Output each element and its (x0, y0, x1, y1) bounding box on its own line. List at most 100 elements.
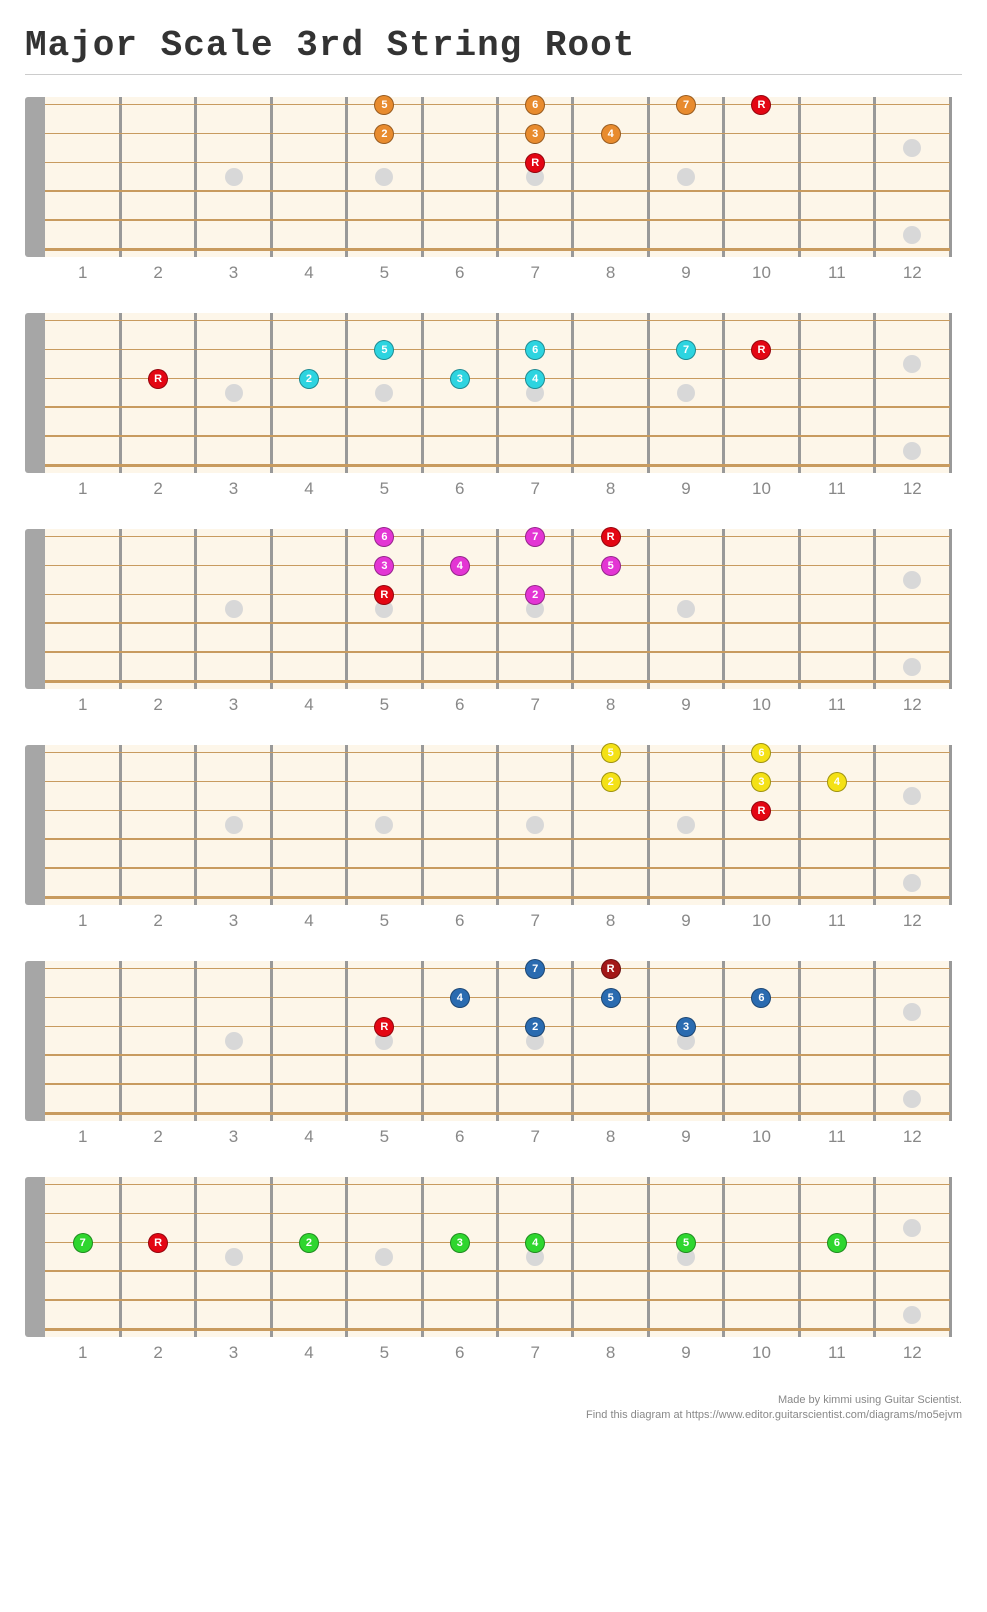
fret-wire (571, 529, 574, 689)
fret-wire (194, 745, 197, 905)
fret-wire (571, 313, 574, 473)
fret-wire (345, 313, 348, 473)
inlay-dot (225, 816, 243, 834)
fret-wire (345, 745, 348, 905)
fret-number: 6 (455, 911, 464, 931)
note-marker: R (148, 369, 168, 389)
fret-wire (119, 97, 122, 257)
fret-wire (119, 1177, 122, 1337)
note-marker: R (374, 585, 394, 605)
note-marker: 7 (73, 1233, 93, 1253)
fret-number: 5 (380, 1127, 389, 1147)
inlay-dot (677, 384, 695, 402)
fret-number: 12 (903, 911, 922, 931)
fret-wire (949, 1177, 952, 1337)
fretboard: R234567R (25, 961, 950, 1121)
fret-wire (798, 1177, 801, 1337)
fret-number-row: 123456789101112 (25, 257, 962, 283)
note-marker: 4 (450, 988, 470, 1008)
fret-wire (722, 529, 725, 689)
fret-wire (949, 529, 952, 689)
inlay-dot (677, 816, 695, 834)
fretboard: R23456 (25, 745, 950, 905)
note-marker: 5 (374, 340, 394, 360)
page-title: Major Scale 3rd String Root (25, 25, 962, 66)
fret-wire (194, 961, 197, 1121)
note-marker: 3 (525, 124, 545, 144)
fret-wire (194, 1177, 197, 1337)
inlay-dot (903, 1090, 921, 1108)
string-line (45, 349, 950, 351)
fret-number: 10 (752, 695, 771, 715)
fret-wire (722, 313, 725, 473)
fret-wire (798, 529, 801, 689)
string-line (45, 536, 950, 537)
fret-wire (571, 1177, 574, 1337)
note-marker: 6 (751, 988, 771, 1008)
fretboard: R234567R (25, 529, 950, 689)
fret-number: 11 (828, 263, 846, 283)
fret-wire (647, 961, 650, 1121)
fret-number: 3 (229, 911, 238, 931)
fret-number-row: 123456789101112 (25, 473, 962, 499)
fret-wire (873, 1177, 876, 1337)
note-marker: 5 (601, 743, 621, 763)
nut (25, 961, 45, 1121)
fret-wire (722, 745, 725, 905)
diagram-1: R234567R123456789101112 (25, 97, 962, 283)
note-marker: 5 (601, 988, 621, 1008)
footer-link: Find this diagram at https://www.editor.… (25, 1408, 962, 1423)
string-line (45, 406, 950, 408)
fret-number: 10 (752, 911, 771, 931)
nut (25, 745, 45, 905)
fret-wire (722, 97, 725, 257)
fret-number: 11 (828, 1343, 846, 1363)
fret-number: 10 (752, 263, 771, 283)
fret-number: 4 (304, 911, 313, 931)
fret-wire (194, 529, 197, 689)
fret-wire (949, 745, 952, 905)
string-line (45, 968, 950, 969)
fret-number: 2 (153, 695, 162, 715)
fret-wire (270, 1177, 273, 1337)
diagram-2: R234567R123456789101112 (25, 313, 962, 499)
nut (25, 97, 45, 257)
fret-number: 6 (455, 479, 464, 499)
inlay-dot (903, 874, 921, 892)
string-line (45, 1026, 950, 1028)
fret-wire (270, 313, 273, 473)
fret-wire (647, 313, 650, 473)
note-marker: 4 (601, 124, 621, 144)
fret-wire (873, 97, 876, 257)
string-line (45, 565, 950, 567)
fret-wire (345, 529, 348, 689)
inlay-dot (903, 442, 921, 460)
fret-number: 5 (380, 263, 389, 283)
fret-wire (949, 97, 952, 257)
fret-number: 5 (380, 695, 389, 715)
fret-wire (873, 961, 876, 1121)
fret-wire (798, 961, 801, 1121)
fret-number: 8 (606, 911, 615, 931)
fret-number: 6 (455, 695, 464, 715)
fret-wire (496, 745, 499, 905)
string-line (45, 781, 950, 783)
string-line (45, 248, 950, 251)
fret-number: 11 (828, 695, 846, 715)
fret-wire (873, 529, 876, 689)
string-line (45, 162, 950, 164)
note-marker: 4 (827, 772, 847, 792)
note-marker: 4 (450, 556, 470, 576)
fret-number: 5 (380, 1343, 389, 1363)
inlay-dot (677, 168, 695, 186)
fret-number: 3 (229, 1343, 238, 1363)
note-marker: 7 (525, 959, 545, 979)
note-marker: 5 (374, 95, 394, 115)
inlay-dot (225, 1032, 243, 1050)
fret-wire (194, 97, 197, 257)
fret-number: 2 (153, 263, 162, 283)
string-line (45, 651, 950, 653)
fret-number: 9 (681, 695, 690, 715)
inlay-dot (677, 600, 695, 618)
fret-wire (722, 961, 725, 1121)
